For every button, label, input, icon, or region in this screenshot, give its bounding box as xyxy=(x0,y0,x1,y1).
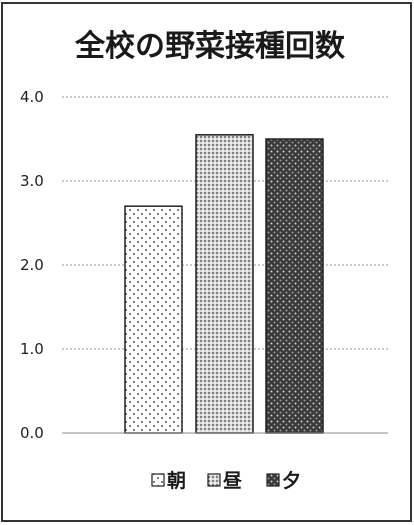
y-axis-ticks: 0.0 1.0 2.0 3.0 4.0 xyxy=(20,88,44,442)
bar-朝 xyxy=(124,205,183,434)
legend: 朝昼夕 xyxy=(151,469,301,492)
legend-swatch xyxy=(151,473,165,487)
y-tick-label: 4.0 xyxy=(20,88,44,106)
legend-label: 朝 xyxy=(167,470,186,492)
y-tick-label: 0.0 xyxy=(20,424,44,442)
y-tick-label: 2.0 xyxy=(20,256,44,274)
legend-label: 夕 xyxy=(282,469,301,492)
bar-夕 xyxy=(265,138,324,434)
legend-swatch xyxy=(266,473,280,487)
y-tick-label: 1.0 xyxy=(20,340,44,358)
chart-title: 全校の野菜接種回数 xyxy=(74,29,346,64)
legend-swatch xyxy=(207,473,221,487)
y-tick-label: 3.0 xyxy=(20,172,44,190)
bars xyxy=(124,134,324,434)
legend-label: 昼 xyxy=(223,470,242,492)
bar-昼 xyxy=(195,134,254,434)
